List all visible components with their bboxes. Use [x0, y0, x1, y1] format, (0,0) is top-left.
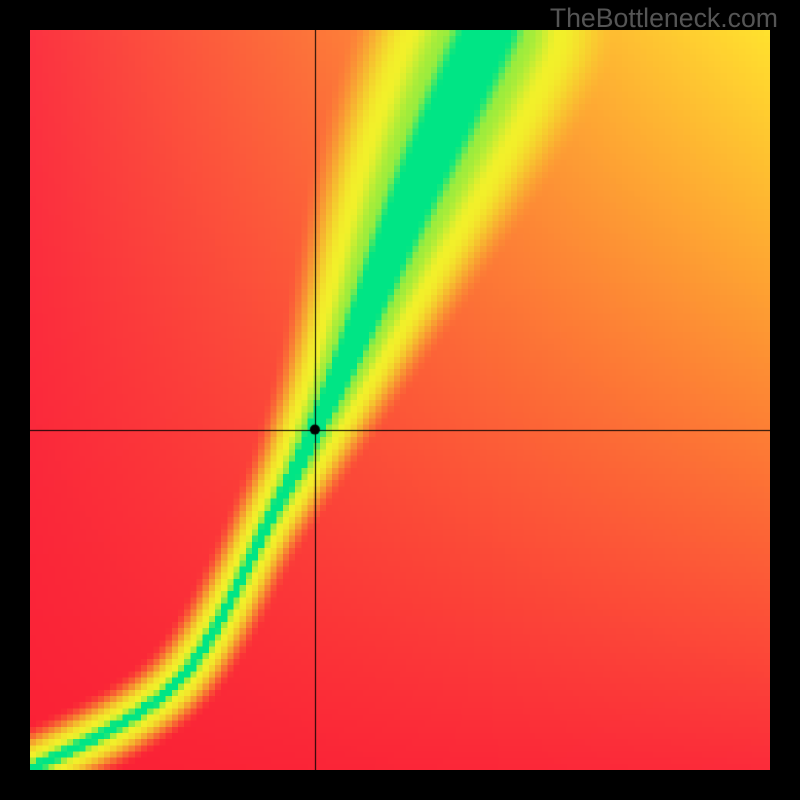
chart-stage: TheBottleneck.com	[0, 0, 800, 800]
crosshair-overlay	[30, 30, 770, 770]
